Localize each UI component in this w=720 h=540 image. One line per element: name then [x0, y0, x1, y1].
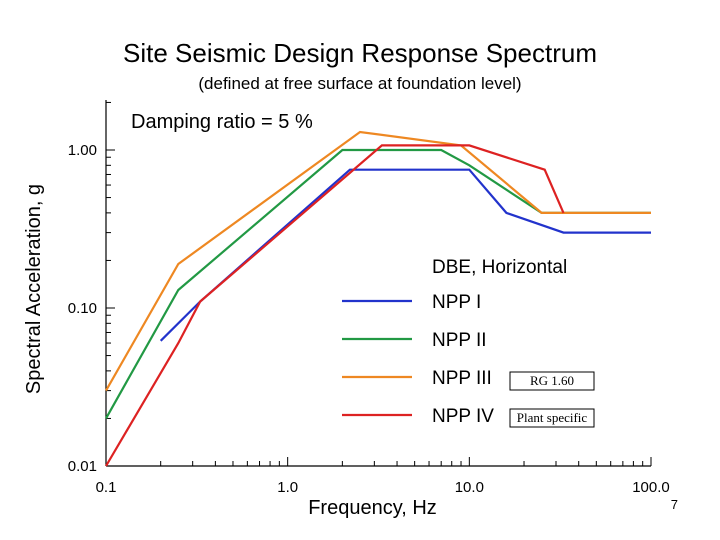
x-tick-label: 10.0: [455, 479, 484, 496]
note-plant-specific: Plant specific: [517, 410, 588, 425]
legend-title: DBE, Horizontal: [432, 257, 567, 278]
legend-entry: NPP IV: [432, 406, 494, 427]
x-tick-label: 100.0: [632, 479, 670, 496]
chart-subtitle: (defined at free surface at foundation l…: [198, 74, 522, 93]
damping-ratio-annotation: Damping ratio = 5 %: [131, 111, 313, 133]
page-number: 7: [670, 497, 678, 512]
x-tick-label: 1.0: [277, 479, 298, 496]
legend: DBE, Horizontal NPP I NPP II NPP III NPP IV R…: [342, 257, 595, 428]
note-rg-160-box: [509, 371, 595, 391]
series-lines: [105, 130, 651, 467]
chart-title: Site Seismic Design Response Spectrum: [123, 38, 597, 68]
chart-labels: 0.1 1.0 10.0 100.0 0.01 0.10 1.00 Frequency, Hz…: [23, 111, 670, 519]
y-tick-label: 0.01: [68, 458, 97, 475]
series-line-npp-i: [159, 168, 651, 342]
x-tick-label: 0.1: [96, 479, 117, 496]
y-axis-label: Spectral Acceleration, g: [23, 184, 45, 394]
legend-entry: NPP I: [432, 292, 481, 313]
y-tick-label: 0.10: [68, 300, 97, 317]
series-line-npp-iv: [105, 144, 565, 467]
plot-frame: [105, 100, 651, 467]
legend-entry: NPP III: [432, 368, 492, 389]
note-rg-160: RG 1.60: [530, 373, 574, 388]
note-plant-specific-box: [509, 408, 595, 428]
x-axis-label: Frequency, Hz: [308, 497, 437, 519]
axis-ticks: [105, 101, 652, 467]
y-tick-label: 1.00: [68, 142, 97, 159]
legend-entry: NPP II: [432, 330, 487, 351]
